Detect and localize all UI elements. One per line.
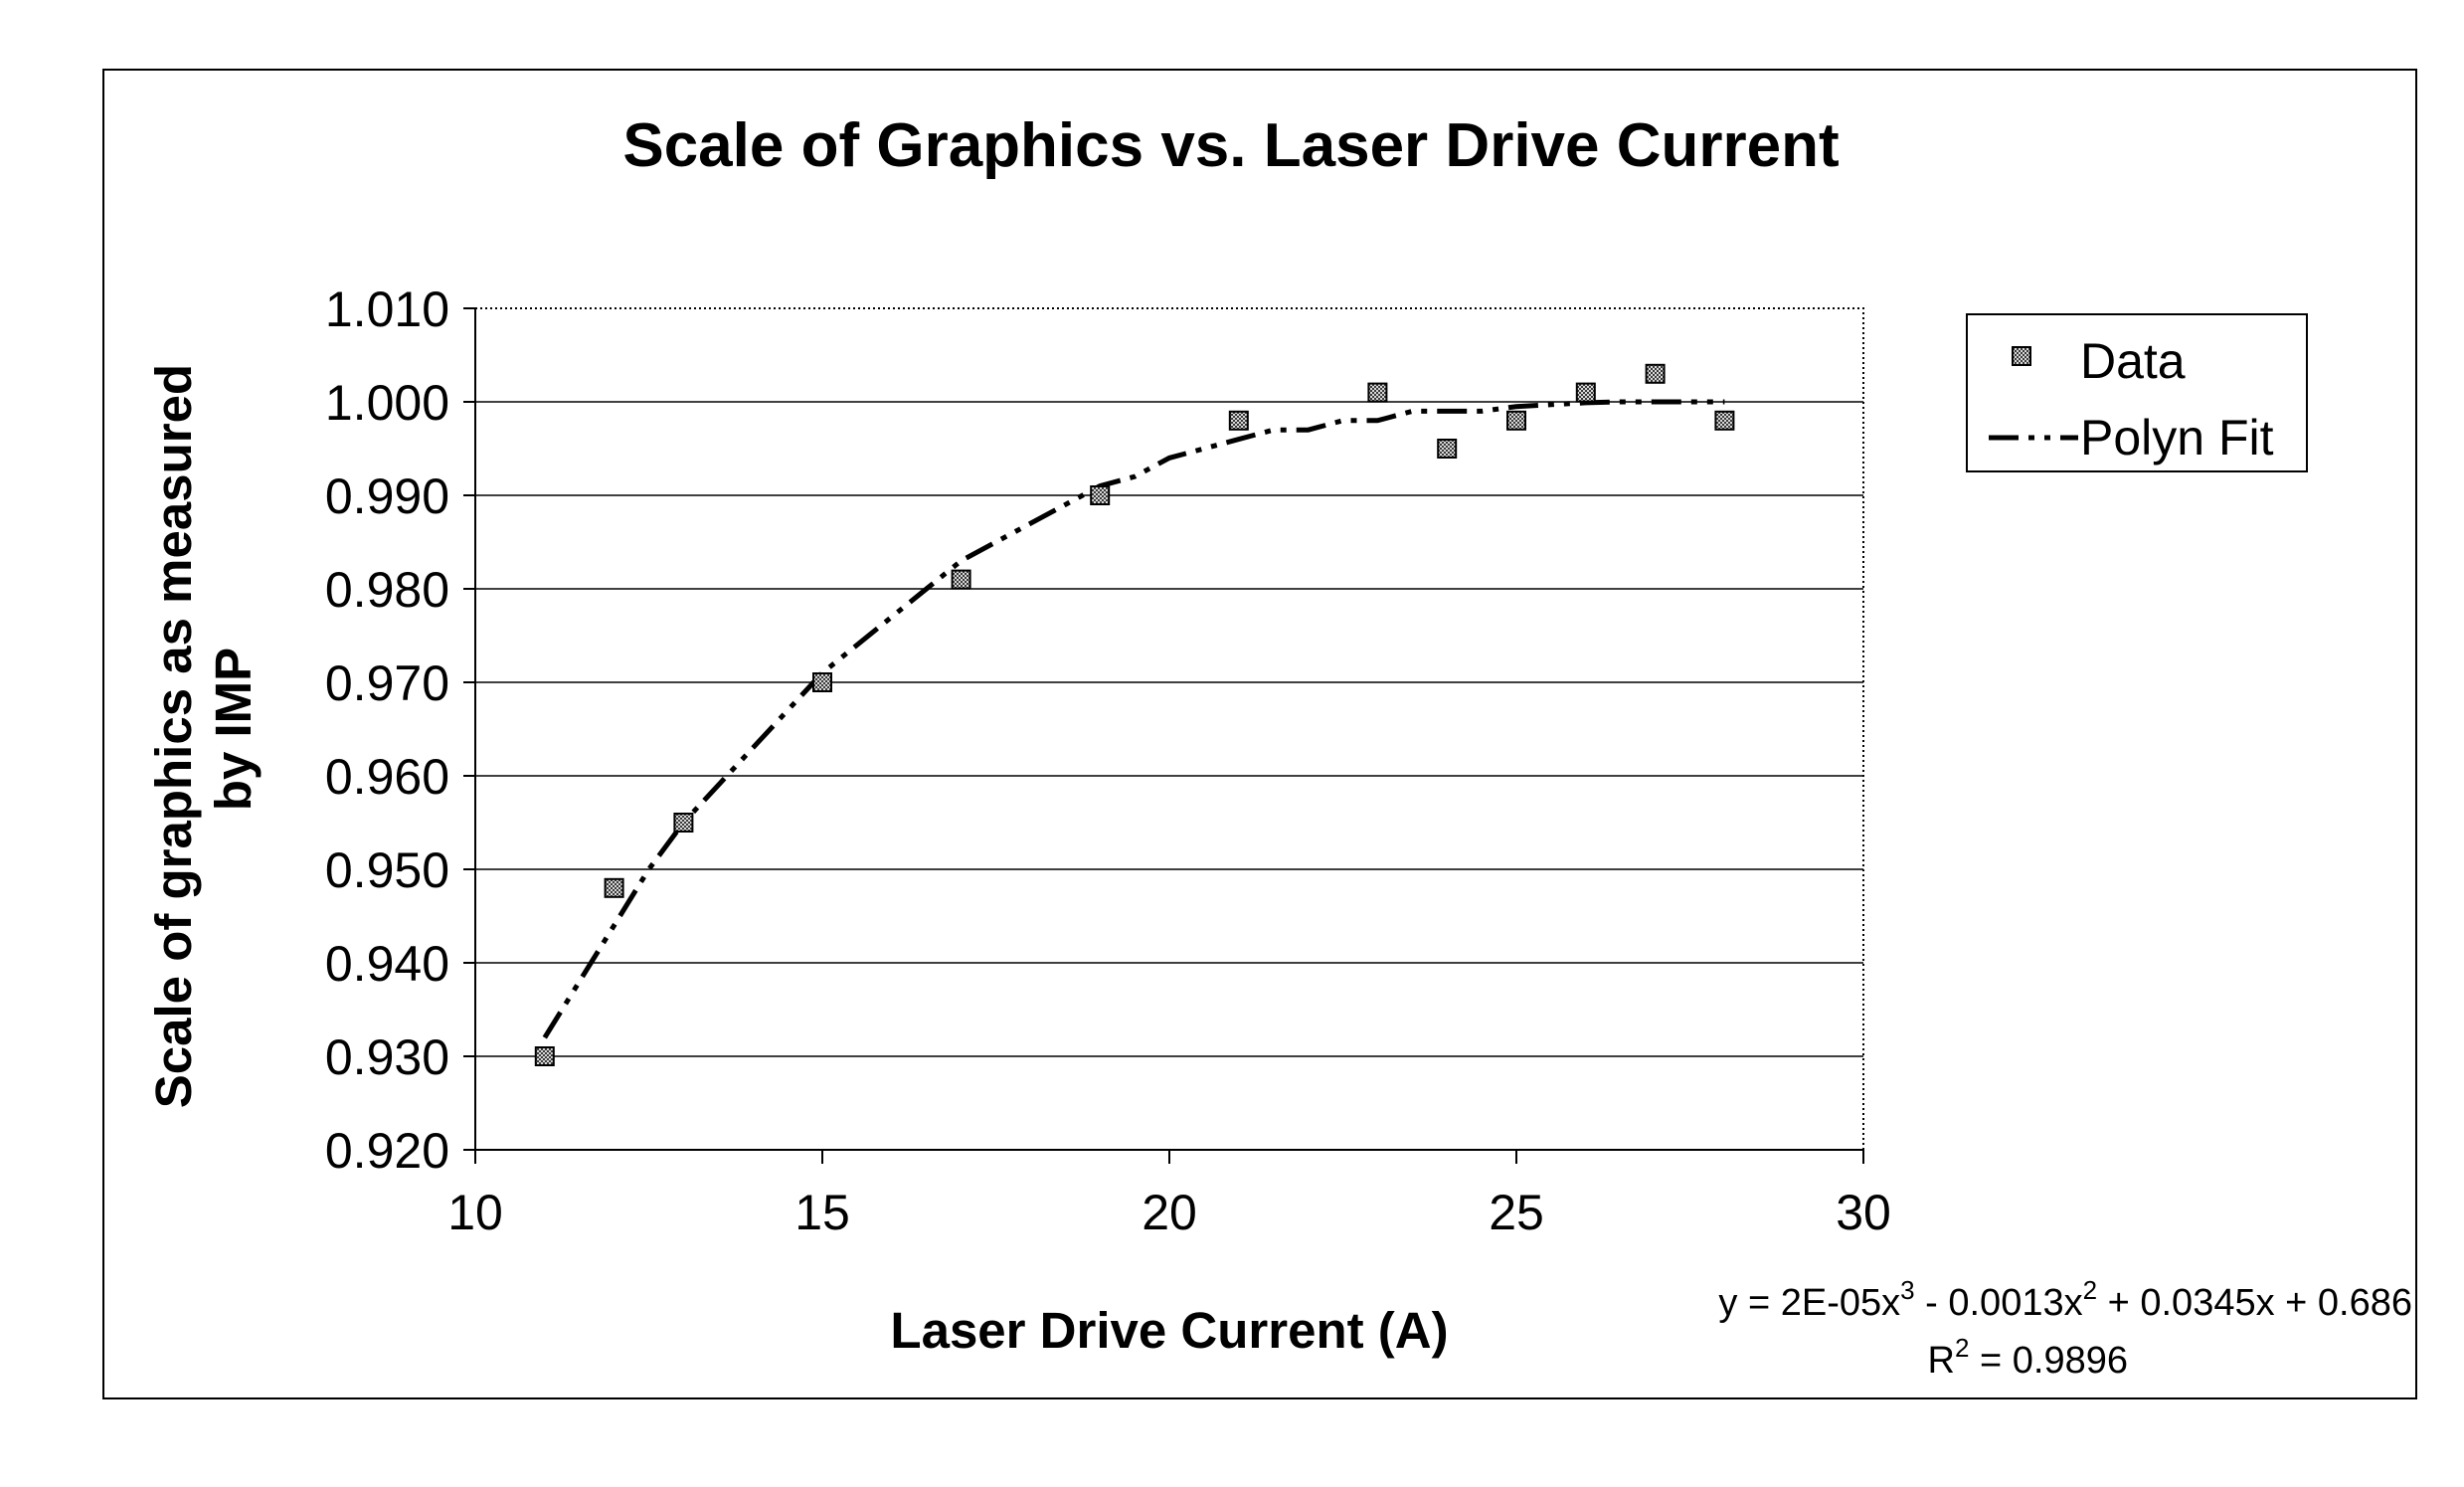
- data-point: [1577, 384, 1595, 402]
- y-tick-label: 0.960: [325, 749, 449, 805]
- data-point: [1368, 384, 1386, 402]
- x-tick-label: 10: [447, 1185, 503, 1240]
- data-point: [1715, 412, 1733, 430]
- data-point: [813, 673, 831, 691]
- x-tick-label: 20: [1142, 1185, 1197, 1240]
- data-point: [1230, 412, 1248, 430]
- y-tick-label: 1.010: [325, 281, 449, 337]
- y-tick-label: 0.950: [325, 842, 449, 898]
- legend-data-marker: [2013, 347, 2030, 365]
- data-point: [953, 571, 970, 589]
- y-tick-label: 0.970: [325, 655, 449, 711]
- equation-exponent-2: 2: [2083, 1275, 2097, 1305]
- y-tick-label: 0.940: [325, 936, 449, 992]
- x-axis-title: Laser Drive Current (A): [890, 1302, 1448, 1359]
- plot-area: [475, 308, 1863, 1150]
- legend: Data Polyn Fit: [1967, 314, 2307, 471]
- y-tick-label: 0.920: [325, 1123, 449, 1179]
- data-point: [1647, 365, 1665, 383]
- legend-fit-label: Polyn Fit: [2080, 410, 2274, 465]
- equation-exponent-1: 3: [1900, 1275, 1914, 1305]
- legend-data-label: Data: [2080, 333, 2186, 389]
- equation-middle: - 0.0013x: [1915, 1282, 2083, 1324]
- x-tick-label: 15: [794, 1185, 850, 1240]
- r-squared-lead: R: [1928, 1340, 1955, 1382]
- data-point: [536, 1047, 554, 1065]
- data-point: [674, 814, 692, 832]
- r-squared-exponent: 2: [1955, 1333, 1969, 1363]
- y-tick-label: 1.000: [325, 375, 449, 431]
- y-tick-label: 0.990: [325, 468, 449, 524]
- r-squared-value: = 0.9896: [1969, 1340, 2128, 1382]
- x-tick-label: 25: [1489, 1185, 1544, 1240]
- y-axis-title-line-1: Scale of graphics as measured: [145, 364, 202, 1108]
- equation-tail: + 0.0345x + 0.686: [2097, 1282, 2412, 1324]
- equation-lead: y = 2E-05x: [1718, 1282, 1900, 1324]
- data-point: [1091, 486, 1109, 504]
- y-tick-label: 0.980: [325, 562, 449, 618]
- data-point: [606, 879, 623, 897]
- y-axis-title-line-2: by IMP: [205, 648, 262, 811]
- chart-title: Scale of Graphics vs. Laser Drive Curren…: [622, 111, 1839, 180]
- y-tick-label: 0.930: [325, 1029, 449, 1085]
- chart: Scale of Graphics vs. Laser Drive Curren…: [0, 0, 2464, 1487]
- trendline-equation: y = 2E-05x3 - 0.0013x2 + 0.0345x + 0.686: [1718, 1275, 2412, 1324]
- data-point: [1507, 412, 1525, 430]
- data-point: [1438, 440, 1456, 458]
- x-tick-label: 30: [1836, 1185, 1891, 1240]
